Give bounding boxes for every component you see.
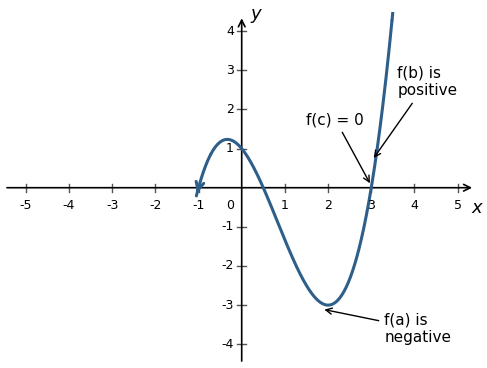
Text: 3: 3 (367, 199, 375, 212)
Text: 5: 5 (454, 199, 462, 212)
Text: f(b) is
positive: f(b) is positive (375, 66, 457, 157)
Text: -4: -4 (222, 338, 234, 351)
Text: -2: -2 (222, 259, 234, 272)
Text: x: x (472, 199, 483, 217)
Text: -5: -5 (19, 199, 32, 212)
Text: -1: -1 (192, 199, 205, 212)
Text: -4: -4 (63, 199, 75, 212)
Text: -3: -3 (222, 298, 234, 312)
Text: 2: 2 (226, 103, 234, 116)
Text: 0: 0 (226, 199, 234, 212)
Text: f(c) = 0: f(c) = 0 (306, 112, 369, 182)
Text: -2: -2 (149, 199, 162, 212)
Text: 3: 3 (226, 64, 234, 77)
Text: 4: 4 (226, 25, 234, 38)
Text: f(a) is
negative: f(a) is negative (326, 308, 451, 345)
Text: 1: 1 (226, 142, 234, 155)
Text: -1: -1 (222, 220, 234, 233)
Text: y: y (250, 4, 261, 22)
Text: 2: 2 (324, 199, 332, 212)
Text: 1: 1 (281, 199, 289, 212)
Text: -3: -3 (106, 199, 118, 212)
Text: 4: 4 (411, 199, 418, 212)
